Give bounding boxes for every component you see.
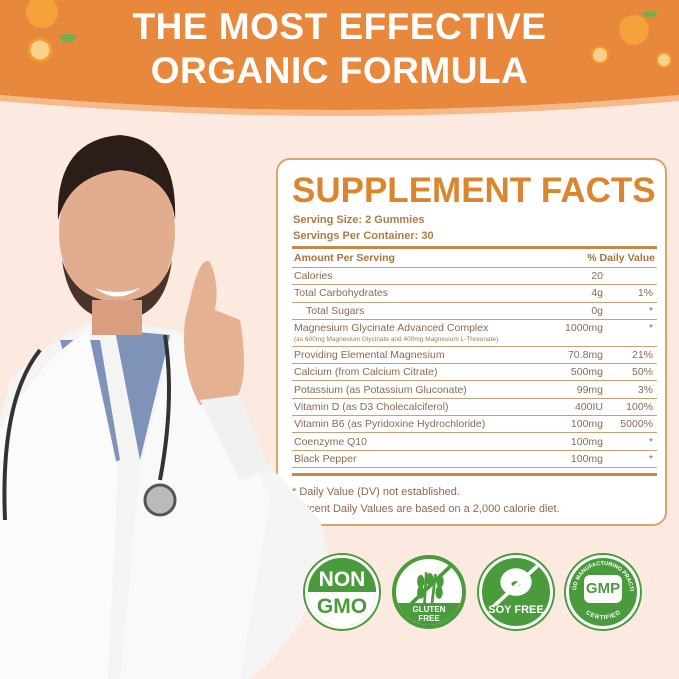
nutrient-amount: 100mg — [570, 452, 603, 465]
table-header: Amount Per Serving % Daily Value — [292, 249, 657, 268]
svg-text:CERTIFIED: CERTIFIED — [584, 610, 622, 622]
nutrient-dv: 21% — [631, 349, 653, 362]
badge-text: SOY FREE — [488, 604, 544, 616]
table-row: Total Carbohydrates 4g 1% — [292, 285, 657, 303]
table-row: Potassium (as Potassium Gluconate) 99mg 3% — [292, 381, 657, 399]
nutrient-name: Calcium (from Calcium Citrate) — [294, 366, 438, 379]
nutrient-name: Vitamin B6 (as Pyridoxine Hydrochloride) — [294, 418, 486, 431]
supplement-facts-panel: SUPPLEMENT FACTS Serving Size: 2 Gummies… — [276, 158, 667, 526]
nutrient-amount: 99mg — [576, 383, 603, 396]
facts-title: SUPPLEMENT FACTS — [292, 171, 656, 210]
footnote-calories: Percent Daily Values are based on a 2,00… — [292, 503, 560, 515]
nutrient-name: Calories — [294, 270, 333, 283]
nutrient-dv: * — [648, 435, 653, 448]
headline-line1: THE MOST EFFECTIVE — [132, 6, 547, 47]
header-amount: Amount Per Serving — [294, 252, 395, 264]
gluten-free-badge: GLUTEN FREE — [392, 555, 466, 629]
nutrient-dv: 5000% — [620, 418, 653, 431]
soy-free-badge: SOY FREE — [479, 555, 553, 629]
nutrient-dv: * — [648, 321, 653, 334]
table-row: Total Sugars 0g * — [292, 303, 657, 320]
nutrient-name: Black Pepper — [294, 452, 357, 465]
table-row: Coenzyme Q10 100mg * — [292, 433, 657, 451]
table-row: Providing Elemental Magnesium 70.8mg 21% — [292, 347, 657, 365]
table-row: Calcium (from Calcium Citrate) 500mg 50% — [292, 364, 657, 382]
nutrient-dv: * — [648, 452, 653, 465]
non-gmo-badge: NON GMO — [305, 555, 379, 629]
nutrient-name: Potassium (as Potassium Gluconate) — [294, 383, 467, 396]
nutrient-name: Coenzyme Q10 — [294, 435, 367, 448]
badge-text: GMP — [584, 575, 622, 603]
nutrient-amount: 4g — [591, 287, 603, 300]
nutrient-name: Vitamin D (as D3 Cholecalciferol) — [294, 400, 449, 413]
nutrient-amount: 400IU — [574, 400, 603, 413]
table-row: Black Pepper 100mg * — [292, 451, 657, 468]
nutrient-dv: 3% — [637, 383, 653, 396]
gmp-ring-bottom-text: CERTIFIED — [584, 610, 622, 622]
headline-line2: ORGANIC FORMULA — [150, 50, 529, 91]
divider — [292, 246, 657, 249]
servings-per-container: Servings Per Container: 30 — [293, 230, 434, 242]
nutrient-dv: 100% — [626, 400, 653, 413]
doctor-photo — [0, 135, 330, 679]
table-row: Calories 20 — [292, 268, 657, 286]
table-row: Magnesium Glycinate Advanced Complex (as … — [292, 320, 657, 347]
facts-table: Amount Per Serving % Daily Value Calorie… — [292, 249, 657, 468]
header-banner — [0, 0, 679, 116]
nutrient-amount: 100mg — [570, 435, 603, 448]
badge-text: GLUTEN — [412, 605, 446, 614]
badge-text: FREE — [418, 614, 440, 623]
footnote-dv: * Daily Value (DV) not established. — [292, 486, 460, 498]
nutrient-amount: 100mg — [570, 418, 603, 431]
table-row: Vitamin B6 (as Pyridoxine Hydrochloride)… — [292, 416, 657, 434]
nutrient-amount: 500mg — [570, 366, 603, 379]
nutrient-name: Total Carbohydrates — [294, 287, 388, 300]
nutrient-amount: 20 — [591, 270, 603, 283]
header-dv: % Daily Value — [587, 252, 655, 264]
badge-text: GMO — [308, 592, 376, 626]
divider — [292, 473, 657, 476]
nutrient-amount: 1000mg — [565, 321, 603, 334]
nutrient-dv: 1% — [637, 287, 653, 300]
nutrient-subtext: (as 600mg Magnesium Glycinate and 400mg … — [294, 335, 499, 343]
nutrient-name: Total Sugars — [306, 304, 365, 317]
nutrient-amount: 70.8mg — [567, 349, 603, 362]
serving-size: Serving Size: 2 Gummies — [293, 214, 425, 226]
nutrient-amount: 0g — [591, 304, 603, 317]
badge-text: NON — [308, 558, 376, 592]
nutrient-dv: 50% — [631, 366, 653, 379]
soybean-icon — [491, 560, 544, 606]
orange-slice-icon — [26, 0, 76, 63]
wheat-icon — [406, 563, 456, 607]
nutrient-name: Providing Elemental Magnesium — [294, 349, 445, 362]
nutrient-name: Magnesium Glycinate Advanced Complex — [294, 321, 489, 334]
table-row: Vitamin D (as D3 Cholecalciferol) 400IU 10… — [292, 399, 657, 417]
nutrient-dv: * — [648, 304, 653, 317]
orange-fruit-icon — [591, 11, 672, 68]
